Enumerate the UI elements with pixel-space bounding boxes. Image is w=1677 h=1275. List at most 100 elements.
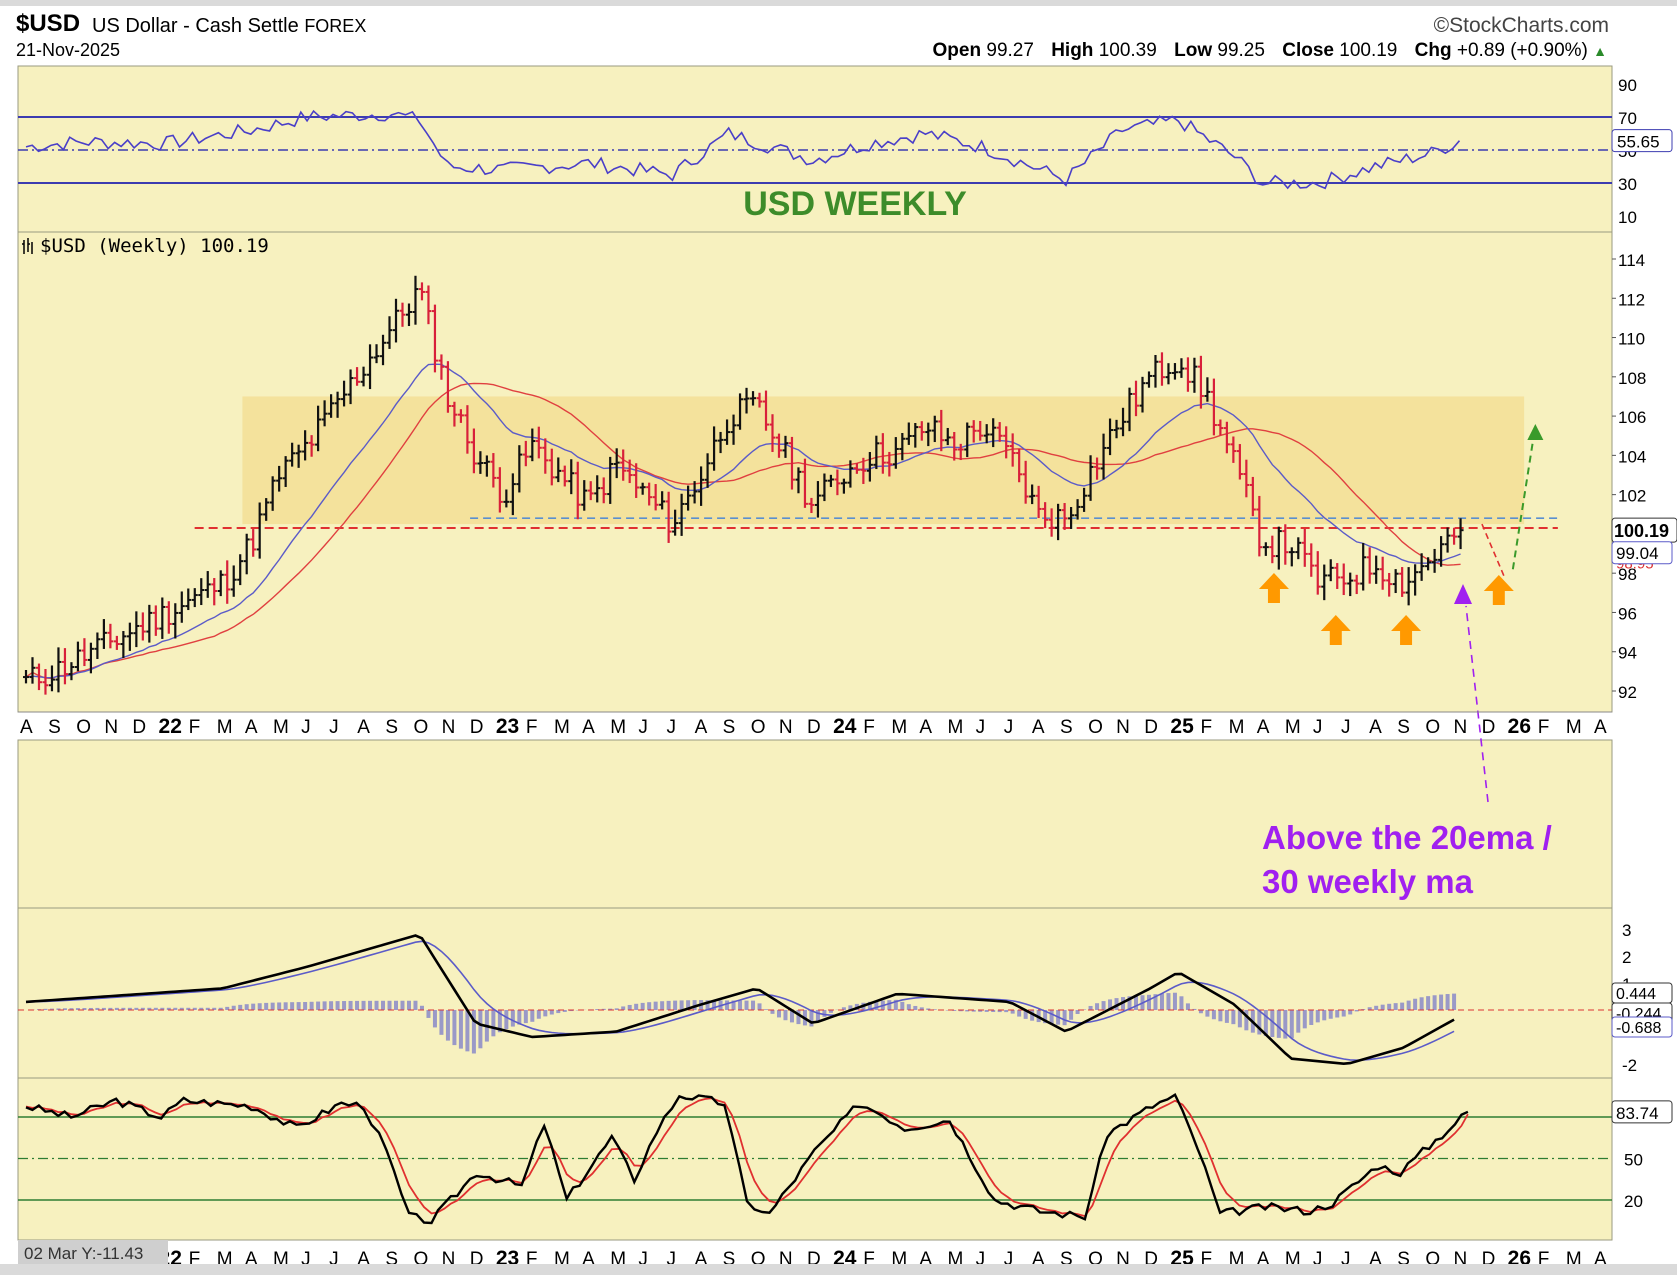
- ohlc-bar: [620, 449, 627, 481]
- ohlc-bar: [496, 467, 503, 513]
- stoch-x-tick-label: J: [301, 1249, 311, 1270]
- ohlc-bar: [1100, 433, 1107, 480]
- ohlc-bar: [1366, 547, 1373, 584]
- macd-histogram-bar: [1387, 1003, 1392, 1010]
- macd-panel-bg: [17, 907, 1613, 1079]
- macd-histogram-bar: [419, 1005, 424, 1010]
- ohlc-bar: [1145, 371, 1152, 388]
- macd-histogram-bar: [913, 1005, 918, 1010]
- ohlc-bar: [185, 588, 192, 611]
- ohlc-bar: [1230, 436, 1237, 463]
- ohlc-bar: [1353, 574, 1360, 595]
- macd-histogram-bar: [1017, 1010, 1022, 1017]
- macd-histogram-bar: [114, 1007, 119, 1010]
- macd-histogram-bar: [536, 1010, 541, 1019]
- ohlc-bar: [431, 304, 438, 373]
- ohlc-bar: [1055, 503, 1062, 541]
- macd-histogram-bar: [400, 1000, 405, 1010]
- macd-histogram-bar: [1088, 1005, 1093, 1010]
- ohlc-bar: [328, 394, 335, 418]
- ohlc-bar: [55, 647, 62, 693]
- macd-histogram-bar: [984, 1010, 989, 1012]
- macd-histogram-bar: [1289, 1010, 1294, 1039]
- macd-histogram-bar: [1146, 994, 1151, 1010]
- ohlc-bar: [886, 451, 893, 477]
- macd-histogram-bar: [1114, 998, 1119, 1010]
- macd-histogram-bar: [1309, 1010, 1314, 1025]
- ohlc-bar: [1113, 419, 1120, 439]
- macd-histogram-bar: [971, 1010, 976, 1012]
- macd-histogram-bar: [140, 1007, 145, 1010]
- macd-histogram-bar: [1432, 995, 1437, 1010]
- macd-histogram-bar: [179, 1007, 184, 1010]
- ohlc-bar: [782, 435, 789, 458]
- ohlc-bar: [146, 604, 153, 643]
- ohlc-bar: [178, 591, 185, 623]
- stoch-x-tick-label: F: [1201, 1249, 1213, 1270]
- ohlc-bar: [1438, 536, 1445, 567]
- macd-histogram-bar: [796, 1010, 801, 1025]
- price-tick-label: 102: [1618, 487, 1646, 506]
- macd-histogram-bar: [1108, 999, 1113, 1010]
- macd-histogram-bar: [1354, 1010, 1359, 1012]
- ohlc-bar: [704, 453, 711, 488]
- ohlc-bar: [133, 611, 140, 648]
- macd-histogram-bar: [841, 1007, 846, 1010]
- macd-histogram-bar: [504, 1010, 509, 1030]
- macd-histogram-bar: [549, 1010, 554, 1015]
- macd-histogram-bar: [1257, 1010, 1262, 1035]
- price-tick-label: 92: [1618, 683, 1637, 702]
- macd-histogram-bar: [1400, 1002, 1405, 1010]
- ohlc-bar: [405, 303, 412, 327]
- ohlc-bar: [230, 565, 237, 597]
- stoch-x-tick-label: F: [1538, 1249, 1550, 1270]
- price-x-tick-label: N: [104, 717, 118, 738]
- macd-last-value: 0.444: [1616, 986, 1656, 1003]
- last-close-value: 100.19: [1614, 521, 1669, 541]
- macd-histogram-bar: [1315, 1010, 1320, 1023]
- ohlc-bar: [957, 443, 964, 461]
- macd-histogram-bar: [1218, 1010, 1223, 1022]
- macd-histogram-bar: [660, 1001, 665, 1010]
- macd-histogram-bar: [848, 1005, 853, 1010]
- ohlc-bar: [646, 482, 653, 506]
- price-tick-label: 112: [1618, 290, 1645, 309]
- macd-histogram-bar: [458, 1010, 463, 1049]
- macd-histogram-bar: [783, 1010, 788, 1021]
- ohlc-bar: [652, 484, 659, 511]
- macd-histogram-bar: [965, 1010, 970, 1012]
- macd-histogram-bar: [647, 1002, 652, 1010]
- macd-histogram-bar: [919, 1007, 924, 1010]
- macd-histogram-bar: [1367, 1007, 1372, 1010]
- macd-histogram-bar: [1134, 995, 1139, 1010]
- ohlc-bar: [879, 433, 886, 474]
- high-value: 100.39: [1098, 40, 1157, 61]
- ema20-last-box: [1611, 541, 1673, 565]
- symbol-name: US Dollar - Cash Settle: [92, 15, 299, 37]
- macd-histogram-bar: [329, 1001, 334, 1010]
- ohlc-bar: [1288, 547, 1295, 567]
- macd-histogram-bar: [770, 1010, 775, 1014]
- stoch-x-tick-label: J: [638, 1249, 648, 1270]
- macd-histogram-bar: [478, 1010, 483, 1049]
- macd-histogram-bar: [238, 1004, 243, 1010]
- macd-histogram-bar: [277, 1002, 282, 1010]
- macd-histogram-bar: [283, 1002, 288, 1010]
- macd-histogram-bar: [368, 1000, 373, 1010]
- macd-histogram-bar: [153, 1007, 158, 1010]
- macd-histogram-bar: [595, 1009, 600, 1010]
- price-x-tick-label: M: [554, 717, 570, 738]
- ohlc-bar: [1094, 457, 1101, 480]
- macd-histogram-bar: [1413, 998, 1418, 1010]
- panel-backgrounds: [17, 65, 1613, 1241]
- ohlc-bar: [399, 302, 406, 327]
- macd-last-value-box: [1611, 1016, 1673, 1038]
- ohlc-bar: [1405, 567, 1412, 606]
- ohlc-bar: [204, 571, 211, 598]
- macd-histogram-bar: [692, 1000, 697, 1010]
- macd-histogram-bar: [491, 1010, 496, 1037]
- ohlc-bar: [1425, 557, 1432, 571]
- macd-histogram-bar: [192, 1007, 197, 1010]
- macd-histogram-bar: [147, 1007, 152, 1010]
